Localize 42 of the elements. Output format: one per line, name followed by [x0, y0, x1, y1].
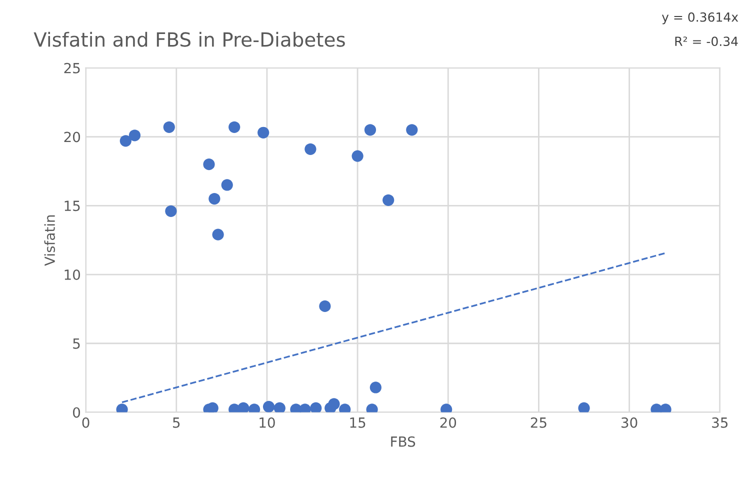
point	[370, 382, 382, 394]
point	[406, 124, 418, 136]
point	[382, 194, 394, 206]
point	[165, 205, 177, 217]
point	[120, 135, 132, 147]
point	[364, 124, 376, 136]
point	[208, 192, 220, 205]
x-axis-title: FBS	[391, 436, 416, 447]
point	[328, 398, 340, 410]
point	[274, 402, 286, 412]
text: R² = -0.34	[675, 36, 738, 46]
y-tick-label: 15	[64, 200, 80, 212]
x-tick-label: 25	[530, 417, 546, 428]
point	[310, 402, 322, 412]
point	[262, 400, 275, 412]
x-tick-label: 35	[712, 417, 728, 428]
y-tick-label: 10	[64, 269, 80, 280]
point	[221, 179, 233, 191]
point	[228, 121, 240, 133]
x-tick-label: 10	[260, 417, 275, 428]
chart-title: Visfatin and FBS in Pre-Diabetes	[34, 32, 345, 47]
x-tick-label: 20	[440, 417, 456, 428]
y-tick-label: 25	[64, 62, 80, 74]
point	[212, 228, 224, 240]
point	[163, 121, 175, 133]
x-tick-label: 0	[82, 417, 90, 428]
point	[352, 150, 364, 162]
text: y = 0.3614x	[662, 12, 738, 24]
x-tick-label: 15	[350, 418, 366, 428]
point	[238, 402, 250, 412]
point	[203, 158, 215, 170]
y-tick-label: 5	[73, 338, 80, 349]
y-tick-label: 0	[73, 407, 80, 418]
point	[128, 130, 141, 142]
x-tick-label: 5	[173, 418, 180, 428]
y-axis-title: Visfatin	[44, 215, 56, 266]
point	[304, 143, 316, 155]
point	[578, 402, 590, 412]
point	[258, 126, 270, 138]
point	[319, 300, 331, 312]
x-tick-label: 30	[622, 417, 638, 428]
y-tick-label: 20	[64, 132, 80, 142]
